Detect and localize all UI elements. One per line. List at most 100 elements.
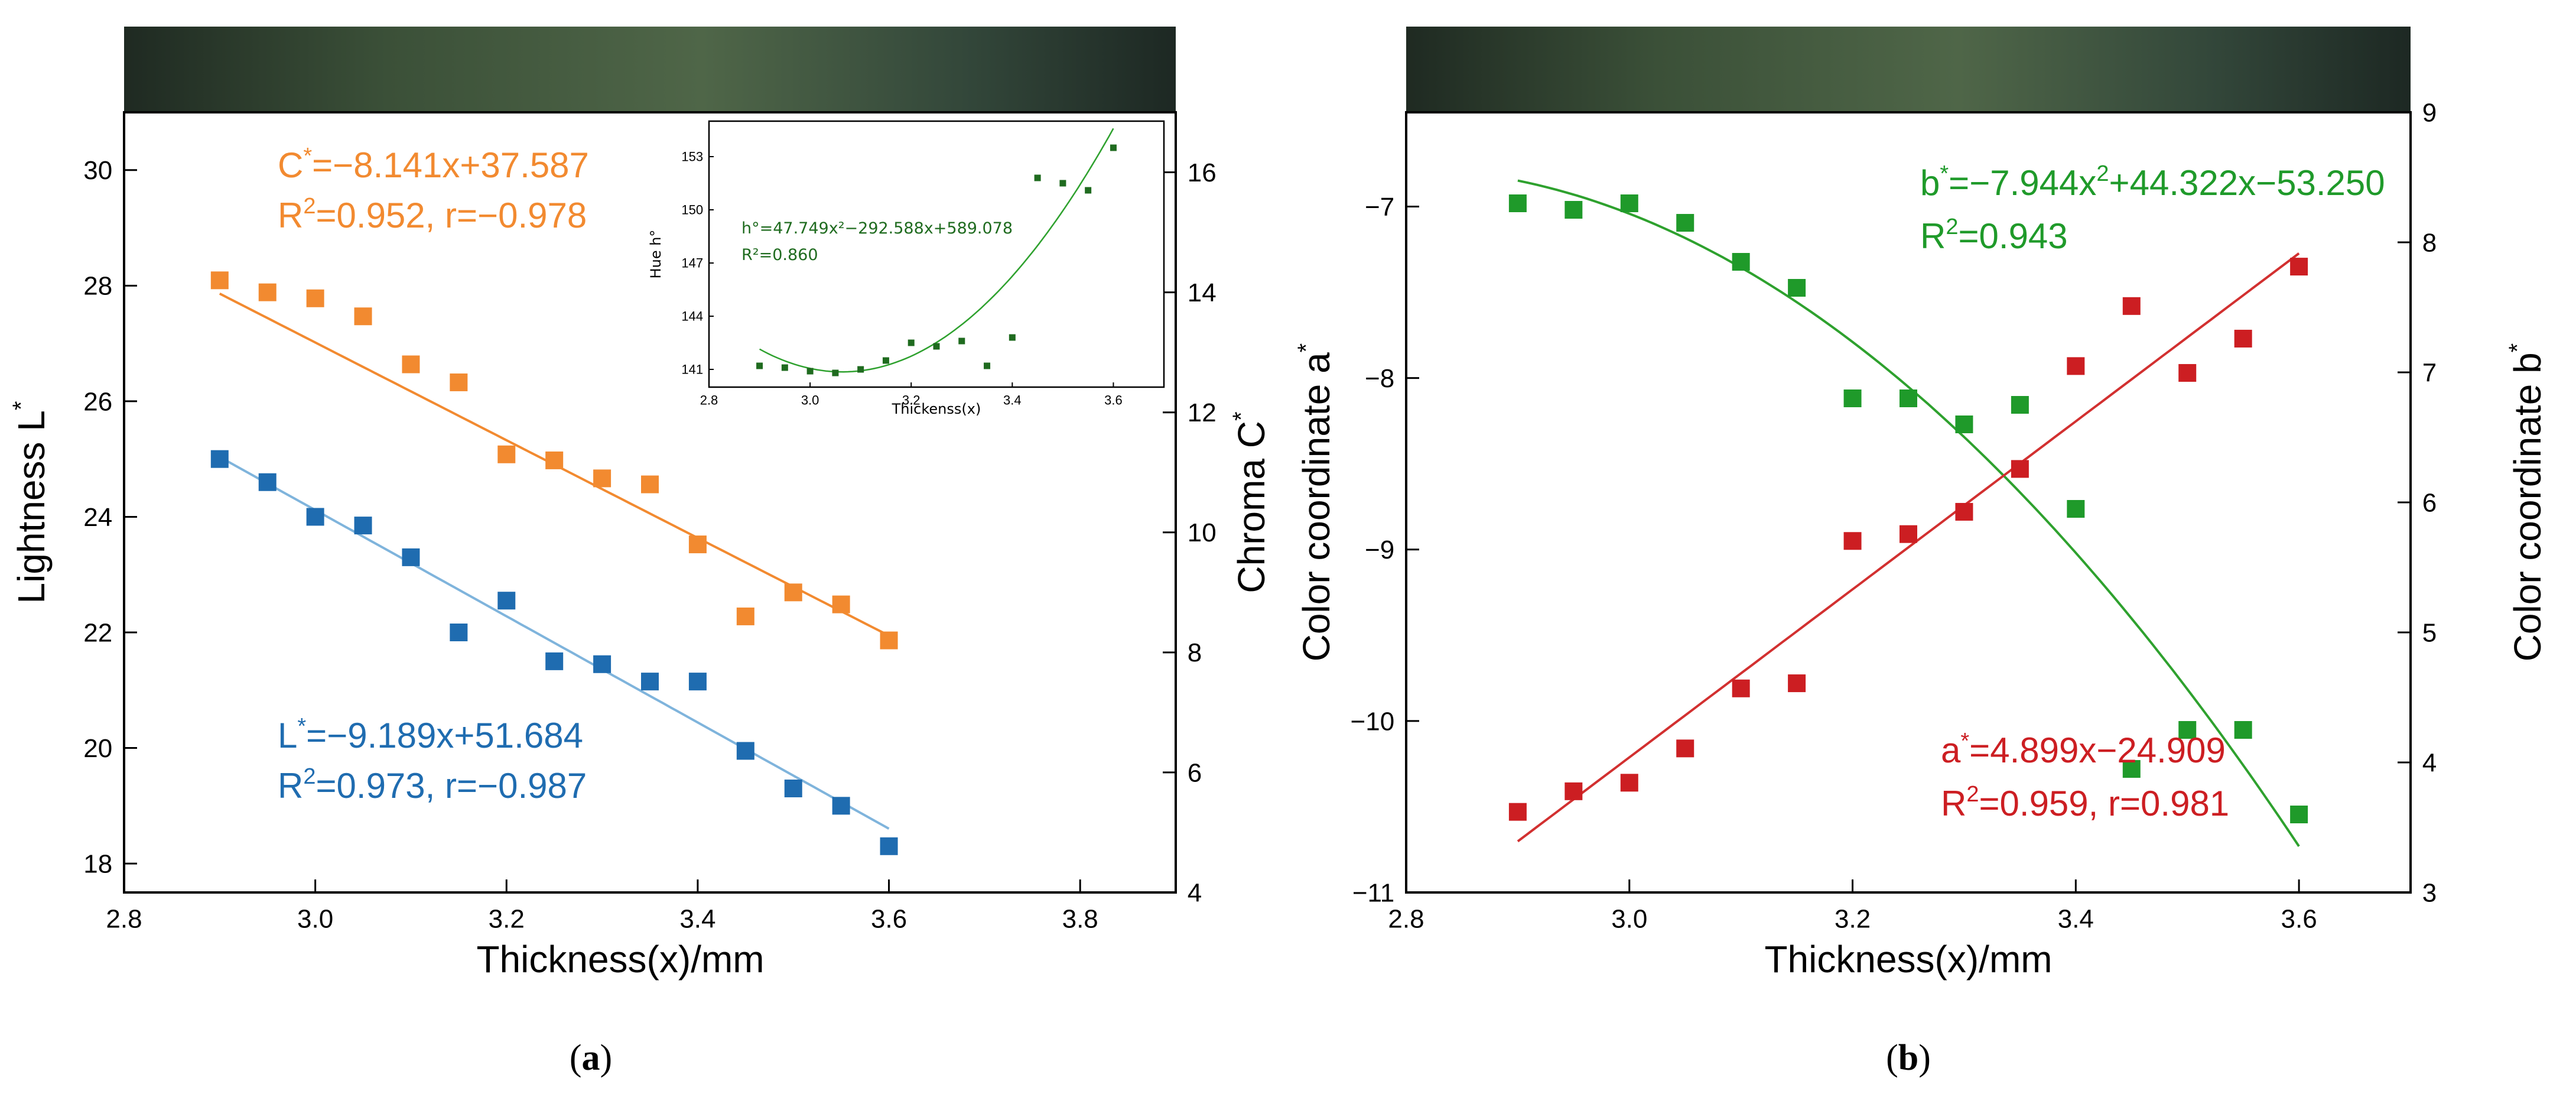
- inset-y-axis-label: Hue h°: [648, 230, 664, 279]
- red-data-point: [1565, 782, 1583, 800]
- red-data-point: [1788, 674, 1806, 693]
- blue-series-stats: R2=0.973, r=−0.987: [278, 764, 587, 806]
- panel-a-caption: (a): [570, 1038, 612, 1078]
- panel-a-y-left-tick-label: 30: [83, 156, 112, 185]
- inset-data-point: [806, 368, 814, 375]
- blue-fit-line: [219, 456, 890, 830]
- inset-points: [756, 144, 1117, 376]
- panel-a-y-right-tick-label: 12: [1188, 398, 1217, 427]
- red-data-point: [2178, 363, 2197, 382]
- green-data-point: [1788, 279, 1806, 297]
- inset-y-tick-label: 147: [681, 256, 703, 271]
- panel-b-y-right-tick-label: 7: [2422, 358, 2437, 387]
- inset-y-ticks: 141 144 147 150 153: [681, 150, 714, 377]
- blue-data-point: [784, 780, 802, 797]
- blue-data-point: [210, 450, 229, 468]
- panel-a-plot-frame: [123, 111, 1177, 894]
- green-data-point: [2290, 806, 2308, 823]
- orange-series-stats: R2=0.952, r=−0.978: [278, 194, 587, 235]
- inset-data-point: [781, 364, 788, 371]
- panel-b-color-band: [1406, 27, 2411, 112]
- inset-fit-curve: [759, 128, 1114, 373]
- panel-a-x-ticks: 2.8 3.0 3.2 3.4 3.6 3.8: [106, 879, 1098, 933]
- inset-data-point: [756, 362, 763, 369]
- blue-series-equation: L*=−9.189x+51.684: [278, 714, 583, 755]
- orange-series-equation: C*=−8.141x+37.587: [278, 144, 589, 185]
- panel-b-x-tick-label: 2.8: [1388, 904, 1424, 933]
- panel-a-x-tick-label: 3.0: [297, 904, 333, 933]
- inset-x-tick-label: 3.2: [902, 393, 921, 408]
- green-data-point: [1955, 415, 1973, 433]
- blue-series-annotation: L*=−9.189x+51.684 R2=0.973, r=−0.987: [278, 714, 587, 806]
- blue-data-point: [593, 655, 612, 673]
- panel-a-y-left-tick-label: 28: [83, 272, 112, 301]
- orange-data-point: [402, 355, 420, 374]
- red-data-point: [1620, 774, 1638, 792]
- red-data-point: [1900, 525, 1917, 543]
- inset-y-tick-label: 150: [681, 203, 703, 217]
- inset-stats: R²=0.860: [741, 246, 818, 264]
- inset-x-tick-label: 3.6: [1104, 393, 1123, 408]
- panel-b-left-axis-label: Color coordinate a*: [1293, 343, 1338, 662]
- orange-data-point: [784, 583, 802, 602]
- panel-a: 2.8 3.0 3.2 3.4 3.6 3.8 18 20 22 24 26 28 30 4 6 8 10 1…: [8, 27, 1273, 1078]
- inset-y-tick-label: 153: [681, 150, 703, 164]
- orange-data-point: [880, 631, 898, 650]
- panel-a-x-tick-label: 3.4: [679, 904, 715, 933]
- green-data-point: [1900, 389, 1917, 407]
- inset-data-point: [1085, 187, 1092, 194]
- green-data-point: [2122, 760, 2141, 778]
- red-series-annotation: a*=4.899x−24.909 R2=0.959, r=0.981: [1941, 729, 2229, 823]
- green-series-annotation: b*=−7.944x2+44.322x−53.250 R2=0.943: [1920, 161, 2385, 256]
- panel-b-y-left-tick-label: −8: [1365, 364, 1394, 393]
- panel-b-y-right-tick-label: 4: [2422, 748, 2437, 777]
- red-data-point: [2011, 460, 2029, 478]
- panel-a-x-tick-label: 2.8: [106, 904, 142, 933]
- inset-x-axis-label: Thickenss(x): [892, 401, 981, 417]
- panel-b-fit-lines: [1517, 179, 2300, 848]
- panel-b-x-ticks: 2.8 3.0 3.2 3.4 3.6: [1388, 879, 2317, 933]
- panel-b-y-right-tick-label: 8: [2422, 228, 2437, 257]
- inset-data-point: [1059, 180, 1066, 187]
- red-data-point: [2122, 297, 2141, 315]
- red-series-stats: R2=0.959, r=0.981: [1941, 782, 2229, 823]
- red-fit-line: [1517, 252, 2300, 843]
- panel-b-right-axis-label: Color coordinate b*: [2505, 343, 2549, 662]
- inset-x-tick-label: 3.0: [801, 393, 819, 408]
- panel-a-y-right-tick-label: 6: [1188, 758, 1202, 787]
- panel-b-x-tick-label: 3.4: [2058, 904, 2094, 933]
- panel-a-x-tick-label: 3.8: [1062, 904, 1098, 933]
- inset-data-point: [832, 369, 839, 376]
- inset-data-point: [908, 339, 915, 346]
- inset-data-point: [857, 366, 864, 373]
- inset-x-tick-label: 3.4: [1003, 393, 1022, 408]
- panel-a-y-left-tick-label: 24: [83, 503, 112, 532]
- green-data-point: [1732, 253, 1750, 271]
- orange-data-point: [736, 607, 754, 625]
- panel-a-points: [210, 271, 898, 855]
- panel-b-points: [1508, 194, 2308, 823]
- green-data-point: [1620, 194, 1638, 212]
- red-data-point: [1843, 532, 1862, 550]
- red-series-equation: a*=4.899x−24.909: [1941, 729, 2226, 770]
- panel-b-y-left-ticks: −11 −10 −9 −8 −7: [1351, 193, 1419, 907]
- panel-b-x-tick-label: 3.2: [1835, 904, 1871, 933]
- orange-data-point: [832, 595, 850, 613]
- orange-data-point: [688, 535, 707, 554]
- red-data-point: [1732, 679, 1750, 697]
- panel-b-y-left-tick-label: −10: [1351, 707, 1395, 736]
- red-data-point: [1955, 502, 1973, 521]
- blue-data-point: [306, 508, 324, 526]
- green-data-point: [1565, 201, 1583, 219]
- panel-a-y-right-tick-label: 16: [1188, 158, 1217, 187]
- blue-data-point: [402, 548, 420, 566]
- blue-data-point: [545, 652, 564, 670]
- green-data-point: [2234, 721, 2252, 739]
- orange-data-point: [497, 445, 516, 463]
- panel-a-x-tick-label: 3.2: [489, 904, 525, 933]
- orange-data-point: [593, 469, 612, 488]
- inset-y-tick-label: 144: [681, 309, 703, 324]
- red-data-point: [2290, 258, 2308, 276]
- panel-a-y-left-tick-label: 18: [83, 850, 112, 879]
